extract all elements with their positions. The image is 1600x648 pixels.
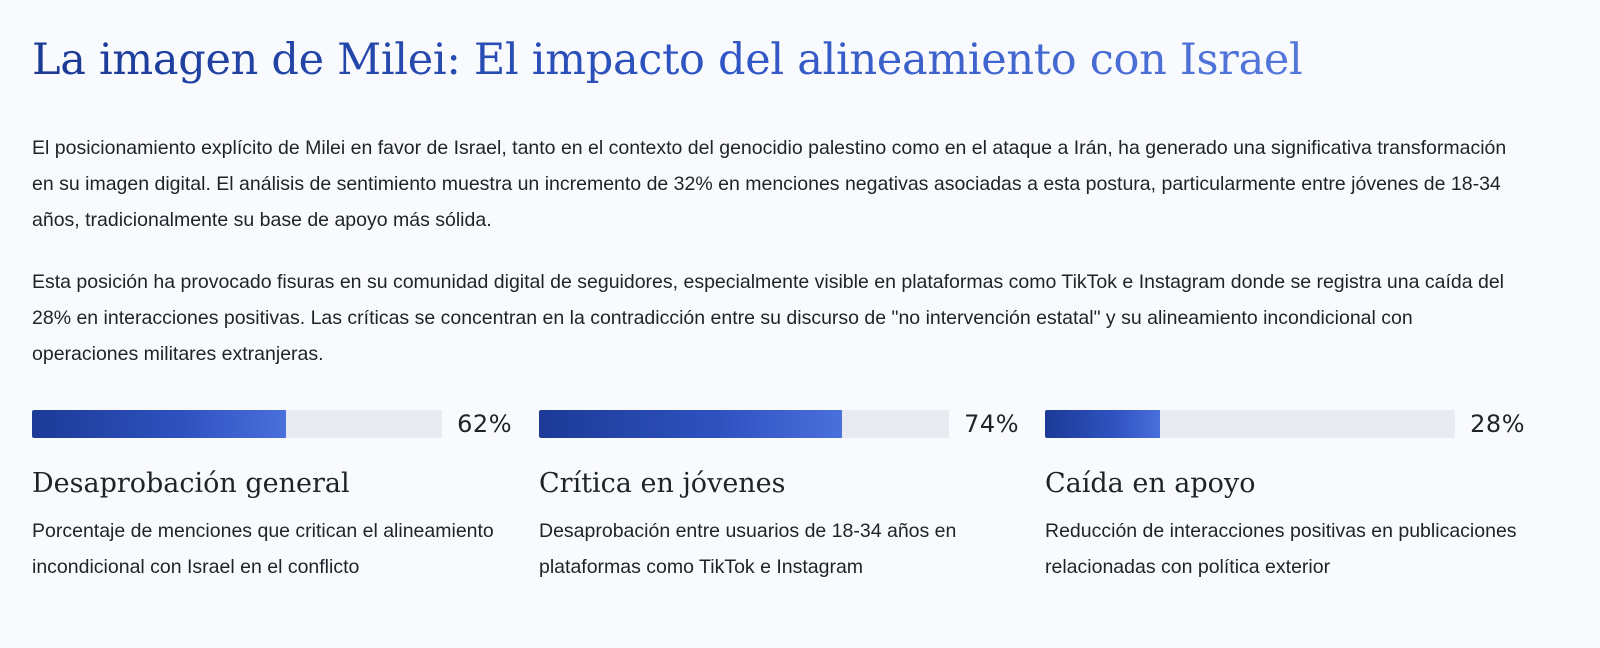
detail-paragraph: Esta posición ha provocado fisuras en su… [32,271,1505,365]
progress-bar-track [539,410,949,438]
metric-description: Porcentaje de menciones que critican el … [32,520,494,578]
metric-title: Crítica en jóvenes [539,468,786,499]
intro-paragraph: El posicionamiento explícito de Milei en… [32,137,1507,231]
progress-value: 74% [964,410,1019,438]
metric-bar-row: 62% [32,408,512,440]
metric-caida-apoyo: 28% Caída en apoyo Reducción de interacc… [1045,408,1525,578]
progress-value: 28% [1470,410,1525,438]
metric-title: Caída en apoyo [1045,468,1256,499]
metric-bar-row: 28% [1045,408,1525,440]
progress-bar-track [1045,410,1455,438]
metric-desaprobacion-general: 62% Desaprobación general Porcentaje de … [32,408,512,578]
progress-value: 62% [457,410,512,438]
progress-bar-track [32,410,442,438]
metric-bar-row: 74% [539,408,1019,440]
metric-title: Desaprobación general [32,468,350,499]
progress-bar-fill [32,410,287,438]
metric-description: Desaprobación entre usuarios de 18-34 añ… [539,520,957,578]
progress-bar-fill [1045,410,1160,438]
page-title: La imagen de Milei: El impacto del aline… [32,30,1303,90]
progress-bar-fill [539,410,843,438]
metric-description: Reducción de interacciones positivas en … [1045,520,1517,578]
metric-critica-jovenes: 74% Crítica en jóvenes Desaprobación ent… [539,408,1019,578]
